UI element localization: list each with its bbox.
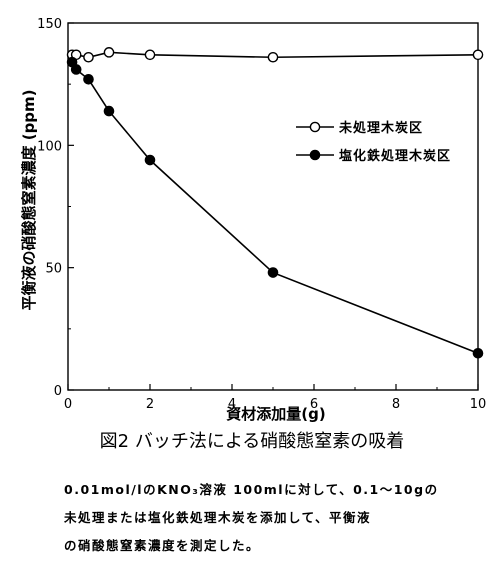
data-point-open: [144, 49, 156, 61]
caption-line: 0.01mol/lのKNO₃溶液 100mlに対して、0.1～10gの: [64, 482, 439, 497]
x-axis-label: 資材添加量(g): [226, 405, 325, 423]
data-point-filled: [70, 64, 82, 75]
plot-frame: [67, 22, 479, 391]
legend-marker: [309, 149, 321, 161]
figure-title: 図2 バッチ法による硝酸態窒素の吸着: [99, 431, 405, 452]
data-point-filled: [267, 267, 279, 278]
data-point-open: [267, 51, 279, 63]
y-axis-label: 平衡液の硝酸態窒素濃度 (ppm): [20, 89, 38, 310]
data-point-filled: [83, 73, 94, 85]
x-tick-label: 0: [64, 397, 72, 412]
data-point-filled: [144, 154, 156, 166]
legend-marker: [309, 121, 321, 133]
data-point-filled: [103, 105, 115, 117]
data-point-filled: [472, 347, 484, 359]
y-tick-label: 100: [37, 139, 62, 154]
y-tick-label: 0: [54, 384, 62, 399]
caption-line: の硝酸態窒素濃度を測定した。: [64, 538, 261, 553]
x-tick-label: 8: [392, 397, 400, 412]
data-point-open: [472, 49, 484, 61]
caption-line: 未処理または塩化鉄処理木炭を添加して、平衡液: [64, 510, 372, 525]
y-tick-label: 50: [45, 262, 62, 277]
series-line: [71, 61, 479, 355]
x-tick-label: 10: [470, 397, 487, 412]
x-tick-label: 4: [228, 397, 236, 412]
legend-label: 未処理木炭区: [338, 120, 423, 136]
y-tick-label: 150: [37, 17, 62, 32]
data-point-open: [103, 47, 115, 58]
x-tick-label: 2: [146, 397, 154, 412]
data-point-open: [83, 51, 94, 63]
caption: 0.01mol/lのKNO₃溶液 100mlに対して、0.1～10gの 未処理ま…: [64, 476, 494, 560]
legend-label: 塩化鉄処理木炭区: [339, 148, 451, 164]
x-tick-label: 6: [310, 397, 318, 412]
